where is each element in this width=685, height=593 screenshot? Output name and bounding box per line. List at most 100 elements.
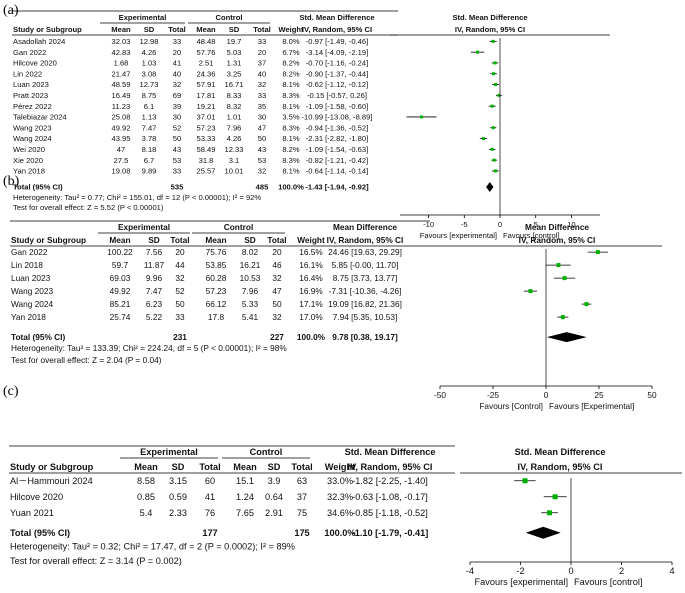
panel-b-exp-total: 32	[175, 273, 185, 283]
panel-a-study-marker	[490, 104, 494, 108]
panel-a-ci-text: -0.64 [-1.14, -0.14]	[306, 167, 368, 176]
panel-a-effect-header-table: Std. Mean Difference	[299, 13, 374, 22]
panel-a-study-name: Wei 2020	[13, 145, 45, 154]
panel-c-total-diamond	[525, 526, 561, 539]
panel-b-column-header: Mean	[109, 235, 130, 245]
panel-a-weight: 6.7%	[282, 48, 300, 57]
panel-a-ctl-total: 50	[258, 134, 266, 143]
panel-b-ctl-sd: 8.02	[242, 247, 259, 257]
panel-b-study-marker	[584, 302, 589, 307]
panel-b-ctl-total: 32	[272, 273, 282, 283]
panel-a-exp-sd: 3.78	[142, 134, 157, 143]
panel-a-study-name: Lin 2022	[13, 69, 42, 78]
panel-b-exp-mean: 100.22	[107, 247, 133, 257]
panel-b-ctl-mean: 17.8	[208, 312, 225, 322]
panel-a-weight: 8.3%	[282, 156, 300, 165]
panel-c-tick-label: 4	[669, 566, 674, 576]
panel-a-exp-sd: 9.89	[142, 167, 157, 176]
panel-a-study-name: Yan 2018	[13, 167, 45, 176]
panel-c-total-ctl-n: 175	[294, 528, 309, 538]
panel-c-ci-text: -0.63 [-1.08, -0.17]	[352, 492, 428, 502]
panel-a-column-header: SD	[144, 25, 155, 34]
panel-c-column-header: Total	[291, 462, 312, 472]
panel-c-plot-subheader: IV, Random, 95% CI	[518, 462, 603, 472]
panel-c-ctl-total: 37	[297, 492, 307, 502]
panel-b-column-header: Total	[170, 235, 189, 245]
panel-a-weight: 8.1%	[282, 167, 300, 176]
panel-a-exp-mean: 1.68	[114, 59, 129, 68]
panel-b-experimental-header: Experimental	[118, 222, 170, 232]
panel-a-exp-mean: 25.08	[111, 113, 130, 122]
panel-a-study-name: Talebiazar 2024	[13, 113, 67, 122]
panel-a-exp-sd: 6.7	[144, 156, 155, 165]
panel-b-study-name: Wang 2024	[11, 299, 54, 309]
panel-a-ctl-sd: 8.33	[227, 91, 242, 100]
panel-a-ctl-total: 32	[258, 80, 266, 89]
panel-a-ctl-mean: 25.57	[196, 167, 215, 176]
panel-a-total-ctl-n: 485	[256, 183, 269, 192]
panel-a-column-header: IV, Random, 95% CI	[302, 25, 372, 34]
panel-a-study-marker	[492, 72, 496, 76]
panel-b-ctl-total: 46	[272, 260, 282, 270]
panel-b-ctl-sd: 7.96	[242, 286, 259, 296]
panel-a-ci-text: -1.09 [-1.58, -0.60]	[306, 102, 368, 111]
panel-c-total-exp-n: 177	[202, 528, 217, 538]
panel-a-study-name: Xie 2020	[13, 156, 43, 165]
panel-c-tick-label: 2	[619, 566, 624, 576]
panel-a-exp-mean: 42.83	[111, 48, 130, 57]
panel-a-total-label: Total (95% CI)	[13, 183, 63, 192]
panel-b-tick-label: 50	[647, 390, 657, 400]
panel-a-ctl-mean: 57.76	[196, 48, 215, 57]
panel-c-ctl-total: 75	[297, 508, 307, 518]
panel-a-weight: 8.1%	[282, 102, 300, 111]
panel-c-exp-mean: 5.4	[140, 508, 153, 518]
panel-a-exp-mean: 48.59	[111, 80, 130, 89]
panel-b-ctl-mean: 53.85	[206, 260, 227, 270]
panel-b-total-diamond	[546, 332, 587, 343]
panel-a-ctl-total: 33	[258, 91, 266, 100]
panel-b-study-marker	[556, 263, 561, 268]
panel-c-ctl-total: 63	[297, 476, 307, 486]
panel-a-weight: 8.1%	[282, 80, 300, 89]
panel-a-ci-text: -2.31 [-2.82, -1.80]	[306, 134, 368, 143]
panel-a-plot-subheader: IV, Random, 95% CI	[455, 25, 525, 34]
panel-a-ctl-mean: 57.23	[196, 123, 215, 132]
panel-c-column-header: IV, Random, 95% CI	[348, 462, 433, 472]
panel-a-ci-text: -0.82 [-1.21, -0.42]	[306, 156, 368, 165]
panel-a-exp-total: 40	[173, 69, 181, 78]
panel-b-exp-sd: 6.23	[146, 299, 163, 309]
panel-a-tick-label: 5	[534, 220, 538, 229]
panel-c-ci-text: -1.82 [-2.25, -1.40]	[352, 476, 428, 486]
panel-c-column-header: Mean	[233, 462, 257, 472]
panel-a-ctl-sd: 7.96	[227, 123, 242, 132]
panel-b-plot-subheader: IV, Random, 95% CI	[519, 235, 596, 245]
panel-c-total-weight: 100.0%	[324, 528, 355, 538]
panel-b-column-header: IV, Random, 95% CI	[327, 235, 404, 245]
panel-c-study-marker	[547, 510, 553, 516]
panel-a-ctl-mean: 24.36	[196, 69, 215, 78]
panel-a-exp-sd: 8.75	[142, 91, 157, 100]
panel-c-exp-total: 41	[205, 492, 215, 502]
panel-c-tick-label: -2	[516, 566, 524, 576]
panel-b-favours-left: Favours [Control]	[479, 401, 543, 411]
panel-c-column-header: Mean	[134, 462, 158, 472]
panel-a-weight: 8.2%	[282, 59, 300, 68]
panel-b-study-name: Luan 2023	[11, 273, 51, 283]
panel-a-ci-text: -0.62 [-1.12, -0.12]	[306, 80, 368, 89]
panel-b-ctl-sd: 5.41	[242, 312, 259, 322]
panel-c-label: (c)	[3, 384, 19, 399]
panel-b-column-header: Study or Subgroup	[11, 235, 86, 245]
panel-b-exp-total: 44	[175, 260, 185, 270]
panel-c-study-name: Yuan 2021	[10, 508, 54, 518]
panel-a-exp-mean: 43.95	[111, 134, 130, 143]
panel-a-exp-total: 69	[173, 91, 181, 100]
panel-c-weight: 33.0%	[327, 476, 353, 486]
panel-b-weight: 17.1%	[299, 299, 323, 309]
panel-b-exp-mean: 49.92	[110, 286, 131, 296]
panel-a-exp-sd: 12.98	[139, 37, 158, 46]
panel-a-weight: 8.2%	[282, 145, 300, 154]
panel-a-ctl-mean: 31.8	[199, 156, 214, 165]
panel-a-ctl-total: 37	[258, 59, 266, 68]
panel-a-exp-sd: 1.13	[142, 113, 157, 122]
panel-c-favours-left: Favours [experimental]	[475, 577, 568, 587]
